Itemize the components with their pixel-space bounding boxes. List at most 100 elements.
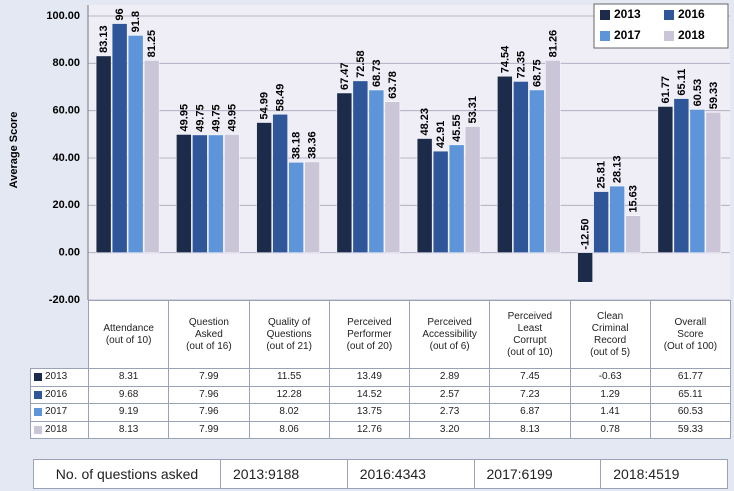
value-label: 48.23 [419,108,431,136]
bar [208,134,224,253]
category-label: Perceived Accessibility (out of 6) [409,300,491,369]
value-label: 42.91 [435,121,447,149]
bar [336,92,353,253]
legend-label: 2018 [678,28,705,42]
bar [95,55,112,253]
bar [448,144,465,253]
row-swatch [34,390,42,399]
value-label: 60.53 [692,79,704,107]
value-label: 67.47 [339,62,351,90]
table-cell: -0.63 [569,368,651,387]
legend-swatch [664,31,674,41]
category-label: Clean Criminal Record (out of 5) [569,300,651,369]
value-label: 38.36 [307,131,319,159]
value-label: 96 [114,8,126,20]
table-cell: 59.33 [649,420,731,439]
table-cell: 9.19 [88,403,170,422]
table-cell: 7.96 [168,385,250,404]
category-label: Quality of Questions (out of 21) [248,300,330,369]
bar [432,150,449,253]
row-name: 2013 [45,371,68,383]
table-row-label: 2017 [30,403,89,422]
table-cell: 9.68 [88,385,170,404]
y-tick-label: 80.00 [52,57,80,69]
category-label: Perceived Least Corrupt (out of 10) [489,300,571,369]
value-label: 81.26 [547,30,559,58]
table-cell: 6.87 [489,403,571,422]
value-label: 58.49 [275,84,287,112]
bar [368,89,385,253]
table-cell: 13.49 [328,368,410,387]
legend-swatch [600,31,610,41]
value-label: 49.95 [178,104,190,132]
value-label: 65.11 [676,69,688,96]
value-label: 81.25 [146,30,158,58]
bar [192,134,208,253]
row-name: 2018 [45,423,68,435]
legend-swatch [664,10,674,20]
table-cell: 11.55 [248,368,330,387]
value-label: 68.73 [371,59,383,87]
category-label: Attendance (out of 10) [88,300,170,369]
bar [625,215,641,253]
value-label: 63.78 [387,71,399,99]
value-label: 53.31 [467,96,479,124]
bar [143,60,160,253]
row-swatch [34,425,42,434]
table-cell: 13.75 [328,403,410,422]
legend-label: 2013 [614,7,641,21]
value-label: 49.95 [226,104,238,132]
value-label: 45.55 [451,114,463,142]
row-swatch [34,373,42,382]
table-cell: 7.23 [489,385,571,404]
bar [545,60,561,253]
bar [513,81,529,253]
legend-swatch [600,10,610,20]
bar [256,122,272,253]
footer-cell: 2016:4343 [346,459,475,489]
table-cell: 2.89 [409,368,491,387]
y-tick-label: -20.00 [49,294,80,306]
value-label: 61.77 [660,76,672,104]
bar [689,109,706,253]
table-cell: 7.99 [168,420,250,439]
table-cell: 7.96 [168,403,250,422]
table-cell: 3.20 [409,420,491,439]
bar [705,112,722,253]
table-row-label: 2013 [30,368,89,387]
value-label: 91.8 [130,11,142,32]
table-cell: 8.06 [248,420,330,439]
table-cell: 60.53 [649,403,731,422]
value-label: 68.75 [531,59,543,87]
bar [352,80,369,253]
footer-cell: 2013:9188 [220,459,348,489]
value-label: 72.35 [515,51,527,79]
table-cell: 8.31 [88,368,170,387]
bar [609,185,625,253]
row-swatch [34,408,42,417]
row-name: 2016 [45,388,68,400]
value-label: -12.50 [580,218,592,249]
table-cell: 12.28 [248,385,330,404]
footer-cell: 2017:6199 [473,459,602,489]
value-label: 72.58 [355,50,367,78]
y-tick-label: 20.00 [52,199,80,211]
table-cell: 2.57 [409,385,491,404]
y-tick-label: 0.00 [59,247,80,259]
value-label: 83.13 [98,25,110,53]
value-label: 49.75 [194,104,206,132]
bar [577,252,593,283]
table-cell: 1.29 [569,385,651,404]
footer-label: No. of questions asked [33,459,221,489]
value-label: 25.81 [596,161,608,189]
value-label: 49.75 [210,104,222,132]
category-label: Overall Score (Out of 100) [649,300,731,369]
legend-label: 2016 [678,7,705,21]
table-cell: 8.13 [489,420,571,439]
bar [176,134,192,253]
legend-box [593,3,729,49]
table-cell: 1.41 [569,403,651,422]
table-cell: 7.99 [168,368,250,387]
bar [288,162,304,253]
